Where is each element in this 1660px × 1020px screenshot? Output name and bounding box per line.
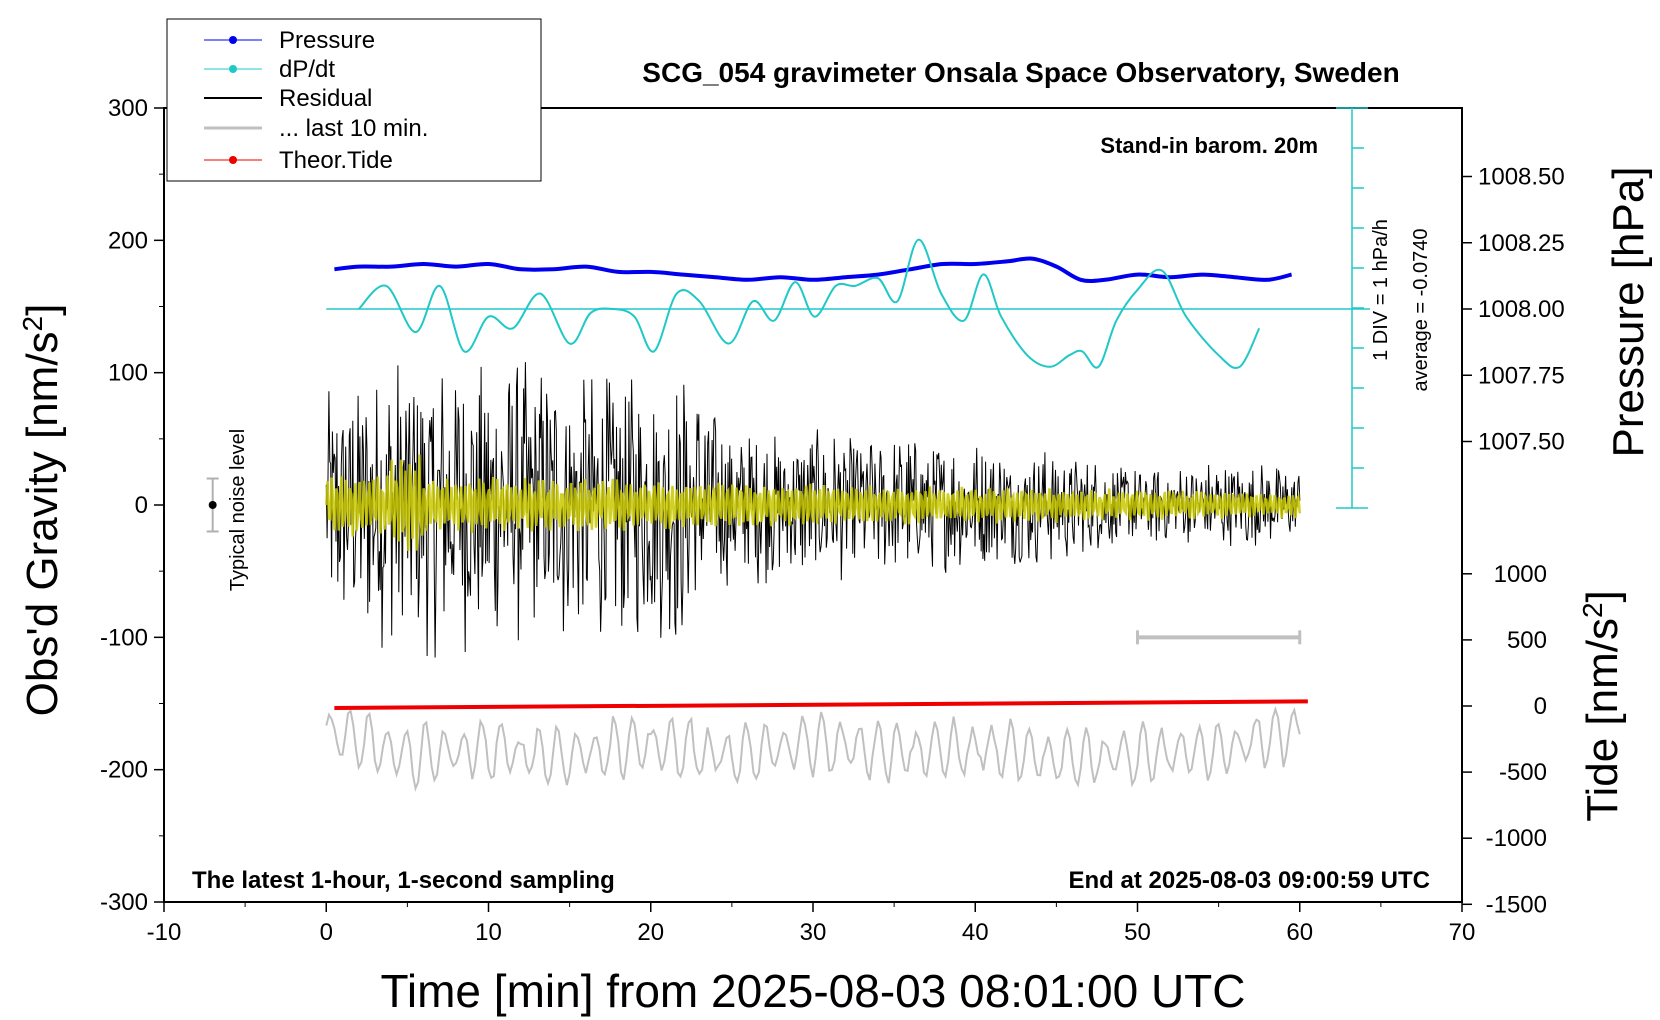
last-10-min-line [325, 705, 1301, 792]
tide-axis-title: Tide [nm/s2] [1577, 590, 1628, 822]
y-tick-label: -300 [100, 889, 148, 916]
tide-tick-label: -1500 [1486, 891, 1547, 918]
x-tick-label: 0 [320, 919, 333, 946]
pressure-line [334, 256, 1293, 284]
legend-item-pressure: Pressure [204, 27, 375, 54]
tide-tick-label: 0 [1534, 693, 1547, 720]
legend-item-dpdt: dP/dt [204, 56, 335, 83]
residual-overlay-line [325, 454, 1302, 551]
y-tick-label: 0 [135, 492, 148, 519]
legend-item-last10: ... last 10 min. [204, 115, 428, 142]
y-tick-label: -100 [100, 624, 148, 651]
legend-item-tide: Theor.Tide [204, 147, 393, 174]
sampling-note: The latest 1-hour, 1-second sampling [192, 867, 615, 894]
x-tick-label: -10 [147, 919, 182, 946]
x-tick-label: 40 [962, 919, 989, 946]
tide-tick-label: 1000 [1494, 561, 1547, 588]
tide-tick-label: -500 [1499, 759, 1547, 786]
legend-label-tide: Theor.Tide [279, 147, 393, 174]
pressure-axis-ticks: 1008.50 1008.25 1008.00 1007.75 1007.50 [1462, 164, 1565, 456]
scale-average-label: average = -0.0740 [1410, 229, 1432, 392]
x-tick-label: 10 [475, 919, 502, 946]
noise-dot [208, 501, 217, 509]
legend-box [166, 18, 542, 182]
y-axis-left-title: Obs'd Gravity [nm/s2] [17, 304, 68, 717]
y-tick-label: 100 [108, 360, 148, 387]
x-axis-title: Time [min] from 2025-08-03 08:01:00 UTC [381, 965, 1246, 1017]
pressure-tick-label: 1007.75 [1478, 362, 1565, 389]
tide-tick-label: -1000 [1486, 825, 1547, 852]
legend-label-pressure: Pressure [279, 27, 375, 54]
tide-axis-ticks: 1000 500 0 -500 -1000 -1500 [1462, 561, 1547, 918]
legend-marker-pressure [229, 36, 237, 44]
pressure-tick-label: 1007.50 [1478, 429, 1565, 456]
legend-item-residual: Residual [204, 85, 372, 112]
x-tick-label: 50 [1124, 919, 1151, 946]
scale-div-label: 1 DIV = 1 hPa/h [1370, 219, 1392, 361]
y-tick-label: 200 [108, 227, 148, 254]
series-layer [325, 238, 1308, 792]
auxiliary-marks [206, 107, 1370, 645]
pressure-tick-label: 1008.25 [1478, 230, 1565, 257]
pressure-tick-label: 1008.00 [1478, 296, 1565, 323]
noise-level-label: Typical noise level [227, 429, 249, 591]
x-tick-label: 30 [800, 919, 827, 946]
barometer-note: Stand-in barom. 20m [1100, 133, 1318, 158]
x-tick-label: 60 [1286, 919, 1313, 946]
y-tick-label: 300 [108, 95, 148, 122]
legend-marker-tide [229, 156, 237, 164]
legend-label-residual: Residual [279, 85, 372, 112]
end-time-note: End at 2025-08-03 09:00:59 UTC [1069, 867, 1431, 894]
legend-label-dpdt: dP/dt [279, 56, 335, 83]
y-axis-left-ticks: 300 200 100 0 -100 -200 -300 [100, 95, 164, 916]
theoretical-tide-line [334, 699, 1308, 710]
y-tick-label: -200 [100, 757, 148, 784]
x-axis-ticks: -10 0 10 20 30 40 50 60 70 [147, 902, 1476, 946]
x-tick-label: 20 [637, 919, 664, 946]
legend: Pressure dP/dt Residual ... last 10 min.… [166, 18, 542, 182]
x-tick-label: 70 [1449, 919, 1476, 946]
pressure-tick-label: 1008.50 [1478, 164, 1565, 191]
dpdt-line [357, 238, 1261, 370]
pressure-axis-title: Pressure [hPa] [1604, 166, 1653, 457]
legend-marker-dpdt [229, 65, 237, 73]
chart-title: SCG_054 gravimeter Onsala Space Observat… [642, 57, 1399, 88]
tide-tick-label: 500 [1507, 627, 1547, 654]
legend-label-last10: ... last 10 min. [279, 115, 428, 142]
